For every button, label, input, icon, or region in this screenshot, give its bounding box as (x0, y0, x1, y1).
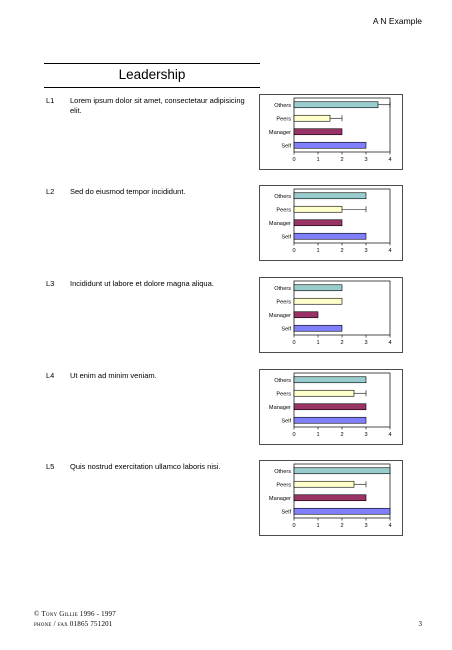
page-number: 3 (418, 620, 423, 628)
category-label: Peers (276, 391, 291, 397)
x-tick-label: 0 (292, 340, 295, 346)
category-label: Manager (269, 405, 291, 411)
bar-peers (293, 389, 355, 397)
category-label: Others (274, 194, 291, 200)
bar-self (293, 507, 391, 515)
item-text: Lorem ipsum dolor sit amet, consectetaur… (70, 96, 245, 115)
x-tick-label: 2 (340, 432, 343, 438)
bar-peers (293, 480, 355, 488)
item-text: Sed do eiusmod tempor incididunt. (70, 187, 186, 196)
x-tick-label: 3 (364, 432, 367, 438)
category-label: Self (281, 509, 291, 515)
x-tick-label: 0 (292, 523, 295, 529)
item-code: L5 (46, 462, 55, 471)
x-tick-label: 4 (388, 248, 391, 254)
category-label: Self (281, 234, 291, 240)
phone-text: phone / fax 01865 751201 (34, 620, 113, 628)
item-text: Quis nostrud exercitation ullamco labori… (70, 462, 221, 471)
x-tick-label: 0 (292, 157, 295, 163)
item-chart: Others Peers Manager Self 0 1 2 3 4 (259, 277, 403, 353)
bar-manager (293, 494, 367, 502)
x-tick-label: 3 (364, 248, 367, 254)
x-tick-label: 2 (340, 340, 343, 346)
category-label: Others (274, 378, 291, 384)
item-code: L3 (46, 279, 55, 288)
category-label: Self (281, 326, 291, 332)
category-label: Others (274, 286, 291, 292)
document-owner: A N Example (372, 16, 422, 26)
x-tick-label: 2 (340, 248, 343, 254)
bar-others (293, 192, 367, 200)
category-label: Peers (276, 207, 291, 213)
section-title: Leadership (118, 67, 186, 82)
x-tick-label: 4 (388, 432, 391, 438)
x-tick-label: 0 (292, 248, 295, 254)
category-label: Peers (276, 116, 291, 122)
item-chart: Others Peers Manager Self 0 1 2 3 4 (259, 460, 403, 536)
x-tick-label: 1 (316, 432, 319, 438)
x-tick-label: 0 (292, 432, 295, 438)
category-label: Self (281, 418, 291, 424)
copyright-text: © Tony Gillie 1996 - 1997 (34, 610, 116, 618)
bar-self (293, 141, 367, 149)
item-code: L2 (46, 187, 55, 196)
bar-manager (293, 219, 343, 227)
title-rule-bottom (44, 87, 260, 88)
bar-others (293, 101, 379, 109)
item-chart: Others Peers Manager Self 0 1 2 3 4 (259, 185, 403, 261)
bar-others (293, 284, 343, 292)
item-chart: Others Peers Manager Self 0 1 2 3 4 (259, 369, 403, 445)
bar-peers (293, 114, 331, 122)
x-tick-label: 1 (316, 523, 319, 529)
bar-manager (293, 128, 343, 136)
x-tick-label: 4 (388, 157, 391, 163)
footer-contact: © Tony Gillie 1996 - 1997 phone / fax 01… (34, 609, 116, 629)
category-label: Others (274, 103, 291, 109)
x-tick-label: 4 (388, 340, 391, 346)
bar-self (293, 324, 343, 332)
item-text: Ut enim ad minim veniam. (70, 371, 157, 380)
bar-self (293, 416, 367, 424)
item-code: L4 (46, 371, 55, 380)
category-label: Manager (269, 313, 291, 319)
category-label: Manager (269, 221, 291, 227)
title-rule-top (44, 63, 260, 64)
bar-peers (293, 297, 343, 305)
x-tick-label: 1 (316, 157, 319, 163)
bar-manager (293, 403, 367, 411)
bar-self (293, 232, 367, 240)
item-text: Incididunt ut labore et dolore magna ali… (70, 279, 214, 288)
x-tick-label: 3 (364, 157, 367, 163)
category-label: Self (281, 143, 291, 149)
category-label: Peers (276, 299, 291, 305)
x-tick-label: 1 (316, 248, 319, 254)
x-tick-label: 3 (364, 523, 367, 529)
x-tick-label: 2 (340, 157, 343, 163)
x-tick-label: 2 (340, 523, 343, 529)
item-code: L1 (46, 96, 55, 105)
category-label: Manager (269, 496, 291, 502)
x-tick-label: 3 (364, 340, 367, 346)
bar-peers (293, 205, 343, 213)
item-chart: Others Peers Manager Self 0 1 2 3 4 (259, 94, 403, 170)
bar-others (293, 467, 391, 475)
category-label: Peers (276, 482, 291, 488)
bar-manager (293, 311, 319, 319)
x-tick-label: 4 (388, 523, 391, 529)
x-tick-label: 1 (316, 340, 319, 346)
category-label: Others (274, 469, 291, 475)
category-label: Manager (269, 130, 291, 136)
bar-others (293, 376, 367, 384)
